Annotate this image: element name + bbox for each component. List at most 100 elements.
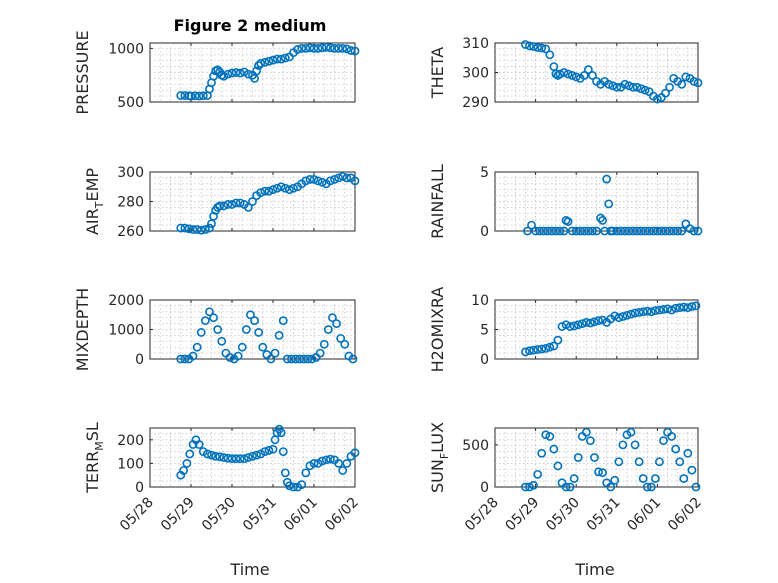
data-point <box>541 430 551 440</box>
data-point <box>192 342 202 352</box>
data-point <box>309 458 319 468</box>
data-point <box>567 226 577 236</box>
data-point <box>258 342 268 352</box>
data-point <box>336 333 346 343</box>
data-point <box>248 451 257 461</box>
data-point <box>583 65 593 74</box>
data-point <box>598 215 607 225</box>
data-point <box>571 72 581 82</box>
data-point <box>618 312 628 321</box>
y-tick-label: 10 <box>471 293 489 309</box>
data-point <box>186 91 196 101</box>
data-point <box>276 54 286 64</box>
data-point <box>200 316 210 326</box>
data-point <box>342 173 352 183</box>
data-point <box>338 172 348 181</box>
data-point <box>553 461 563 471</box>
data-point <box>541 343 551 353</box>
data-point <box>626 309 636 319</box>
data-point <box>655 457 664 467</box>
data-point <box>184 224 194 234</box>
data-point <box>614 457 624 467</box>
data-point <box>535 226 545 236</box>
data-point <box>559 226 569 236</box>
data-point <box>289 482 298 492</box>
data-point <box>565 322 575 331</box>
data-point <box>667 432 677 441</box>
data-point <box>317 177 327 187</box>
data-point <box>525 482 534 492</box>
data-point <box>180 354 190 364</box>
data-point <box>616 226 626 236</box>
data-point <box>531 226 540 236</box>
x-tick-label: 05/29 <box>503 495 543 535</box>
data-point <box>653 94 662 104</box>
data-point <box>289 183 298 193</box>
data-point <box>223 69 233 79</box>
data-point <box>231 454 241 464</box>
y-tick-label: 0 <box>480 224 489 240</box>
data-point <box>612 226 622 236</box>
data-point <box>291 354 300 364</box>
y-tick-label: 100 <box>117 456 144 472</box>
data-point <box>223 453 233 463</box>
y-tick-label: 280 <box>117 195 144 211</box>
data-point <box>630 308 640 318</box>
data-point <box>529 42 538 51</box>
data-point <box>207 450 216 460</box>
data-point <box>604 79 614 89</box>
y-tick-label: 200 <box>117 433 144 449</box>
data-point <box>521 347 530 357</box>
data-point <box>640 85 650 95</box>
data-point <box>610 311 620 321</box>
data-point <box>563 69 573 79</box>
data-point <box>691 482 701 492</box>
x-tick-label: 06/02 <box>665 495 705 535</box>
data-point <box>319 339 329 349</box>
y-axis-label: PRESSURE <box>73 30 92 114</box>
data-point <box>293 45 302 54</box>
subplot-theta: 290 300 310 THETA <box>428 36 703 111</box>
subplot-mixdepth: 0 1000 2000 MIXDEPTH <box>73 288 358 371</box>
data-point <box>650 474 660 483</box>
data-point <box>280 468 290 478</box>
y-axis-label: THETA <box>428 47 447 99</box>
y-axis-label: TERRMSL <box>83 422 106 494</box>
data-point <box>211 451 220 461</box>
x-tick-label: 05/28 <box>117 495 157 535</box>
data-point <box>679 302 689 312</box>
data-point <box>642 306 652 316</box>
subplot-sun-flux: 05/28 05/29 05/30 05/31 06/01 06/02 0 500 SUNFLU… <box>428 422 705 534</box>
data-point <box>338 466 348 475</box>
data-point <box>282 354 292 364</box>
x-tick-label: 05/30 <box>543 495 583 535</box>
data-point <box>661 88 670 98</box>
data-point <box>594 467 603 477</box>
data-point <box>243 69 253 79</box>
data-point <box>301 468 311 478</box>
y-tick-label: 260 <box>117 224 144 240</box>
data-point <box>679 474 689 483</box>
data-point <box>575 226 585 236</box>
y-axis-label: H2OMIXRA <box>428 287 447 373</box>
data-point <box>555 226 565 236</box>
data-point <box>581 427 591 437</box>
y-axis-label: RAINFALL <box>428 164 447 239</box>
y-tick-label: 310 <box>462 36 489 52</box>
data-point <box>205 307 214 317</box>
data-point <box>254 328 264 337</box>
data-point <box>537 43 547 53</box>
data-point <box>297 43 307 53</box>
y-tick-label: 5 <box>480 165 489 181</box>
data-point <box>260 447 270 456</box>
data-point <box>332 319 341 328</box>
data-point <box>194 91 204 101</box>
data-point <box>594 316 603 326</box>
data-point <box>235 198 245 208</box>
data-point <box>671 444 681 454</box>
data-point <box>317 456 327 466</box>
data-point <box>545 50 555 60</box>
data-point <box>677 79 687 89</box>
data-point <box>600 226 610 236</box>
